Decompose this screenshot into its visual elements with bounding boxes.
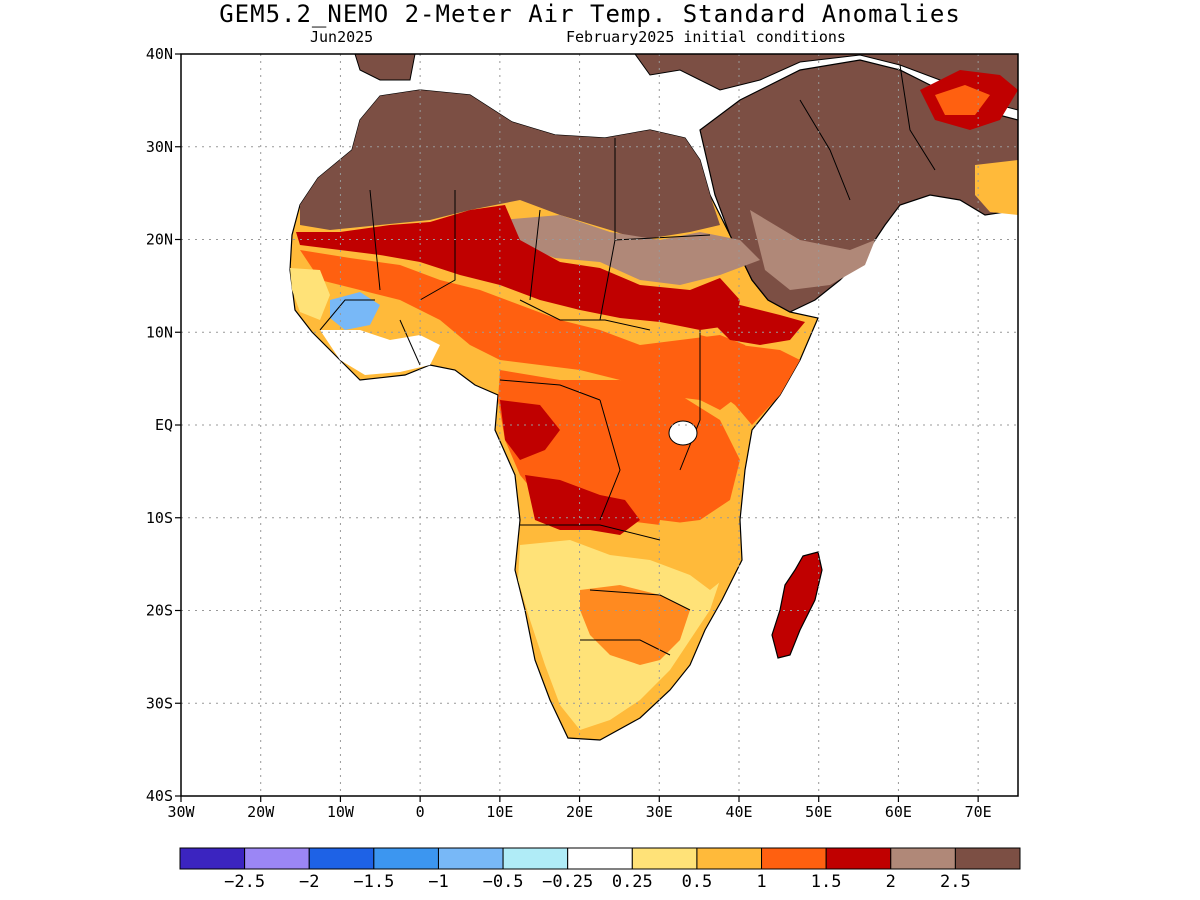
sahel-orange-band (300, 250, 760, 410)
border-line (499, 379, 601, 401)
colorbar-label: 2 (886, 872, 896, 892)
madagascar (771, 551, 823, 659)
lat-tick-label: 20S (146, 602, 173, 620)
colorbar-label: −1.5 (353, 872, 394, 892)
colorbar-label: −0.5 (483, 872, 524, 892)
colorbar-label: −2 (299, 872, 319, 892)
angola-red-patch (525, 475, 640, 535)
india-white-patch (990, 215, 1018, 300)
lat-tick-label: EQ (155, 416, 173, 434)
lat-tick-label: 40S (146, 787, 173, 805)
forecast-month: Jun2025 (310, 28, 374, 46)
lon-tick-label: 70E (965, 803, 992, 821)
border-line (529, 209, 541, 301)
colorbar-swatch (502, 847, 569, 870)
lon-tick-label: 10E (486, 803, 513, 821)
west-africa-yellow (290, 268, 330, 320)
border-line (589, 589, 691, 611)
lon-tick-label: 20E (566, 803, 593, 821)
colorbar-label: 1 (756, 872, 766, 892)
lat-tick-label: 20N (146, 231, 173, 249)
border-line (899, 64, 936, 171)
lon-tick-label: 0 (416, 803, 425, 821)
congo-red-patch (500, 400, 560, 460)
mozambique-orange (655, 520, 735, 590)
initial-conditions: February2025 initial conditions (566, 28, 846, 46)
colorbar-swatch (179, 847, 246, 870)
east-europe-landmass (634, 54, 1018, 111)
colorbar-swatch (954, 847, 1021, 870)
colorbar-swatch (437, 847, 504, 870)
lon-tick-label: 40E (725, 803, 752, 821)
lat-tick-label: 10N (146, 323, 173, 341)
europe-landmass (354, 54, 416, 81)
west-africa-white-patch (320, 330, 440, 375)
lat-tick-label: 40N (146, 45, 173, 63)
colorbar-swatch (825, 847, 892, 870)
lat-tick-label: 30S (146, 694, 173, 712)
iran-orange-patch (935, 85, 990, 115)
colorbar-label: 0.5 (682, 872, 713, 892)
colorbar-swatch (308, 847, 375, 870)
colorbar-label: −2.5 (224, 872, 265, 892)
lon-tick-label: 10W (327, 803, 355, 821)
colorbar-swatch (761, 847, 827, 870)
border-line (520, 524, 661, 541)
anomaly-shading (289, 54, 1018, 741)
colorbar-swatch (890, 847, 956, 870)
colorbar-label: 1.5 (811, 872, 842, 892)
border-line (580, 639, 671, 656)
border-line (319, 299, 375, 331)
border-line (369, 189, 381, 291)
lat-tick-label: 30N (146, 138, 173, 156)
lon-tick-label: 30W (167, 803, 195, 821)
colorbar-swatch (696, 847, 763, 870)
border-line (519, 299, 651, 331)
colorbar: −2.5 −2 −1.5 −1 −0.5 −0.25 0.25 0.5 1 1.5 2 2.5 (179, 847, 1021, 892)
colorbar-swatch (244, 847, 310, 870)
lat-tick-label: 10S (146, 509, 173, 527)
sahel-rose-band (500, 215, 760, 285)
colorbar-swatch (567, 847, 633, 870)
arabia-rose-patch (750, 210, 875, 290)
kalahari-orange (580, 585, 690, 665)
border-line (599, 399, 621, 521)
border-line (399, 319, 421, 366)
colorbar-label: 0.25 (612, 872, 653, 892)
map-title: GEM5.2_NEMO 2-Meter Air Temp. Standard A… (219, 0, 961, 28)
colorbar-label: −1 (428, 872, 448, 892)
grid-lines (181, 54, 1018, 796)
lon-tick-label: 20W (247, 803, 275, 821)
border-line (419, 190, 456, 301)
lon-tick-label: 60E (885, 803, 912, 821)
west-africa-cool-patch (330, 292, 380, 330)
pakistan-orange (975, 160, 1018, 215)
colorbar-swatch (373, 847, 439, 870)
lon-tick-label: 50E (805, 803, 832, 821)
colorbar-label: 2.5 (940, 872, 971, 892)
sahel-red-band (296, 205, 740, 330)
border-line (799, 99, 851, 201)
map-area (181, 54, 1018, 796)
lake-victoria (668, 420, 698, 446)
east-africa-red-patch (700, 305, 805, 345)
ethiopia-orange (700, 335, 800, 425)
colorbar-swatch (631, 847, 698, 870)
lon-tick-label: 30E (646, 803, 673, 821)
border-line (679, 330, 701, 471)
colorbar-label: −0.25 (542, 872, 593, 892)
